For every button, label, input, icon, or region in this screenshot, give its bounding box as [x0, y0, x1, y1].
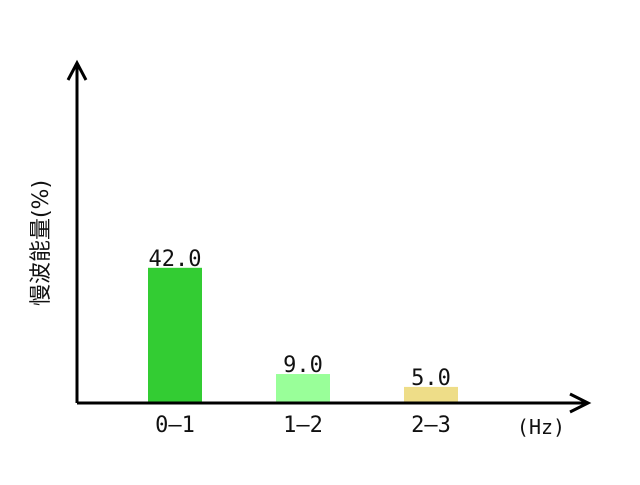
x-axis-arrowhead — [569, 392, 592, 414]
x-tick-label-1: 1–2 — [283, 413, 323, 438]
bar-1 — [276, 374, 330, 403]
y-axis-arrowhead — [66, 59, 88, 81]
x-tick-label-0: 0–1 — [155, 413, 195, 438]
bar-0 — [148, 267, 202, 403]
bar-value-label-2: 5.0 — [411, 366, 451, 391]
x-tick-label-2: 2–3 — [411, 413, 451, 438]
bar-value-label-1: 9.0 — [283, 353, 323, 378]
value-labels-layer: 42.0 9.0 5.0 — [149, 247, 451, 391]
bar-value-label-0: 42.0 — [149, 247, 202, 272]
bar-2 — [404, 386, 458, 403]
x-tick-labels-layer: 0–1 1–2 2–3 — [155, 413, 451, 438]
bars-layer — [148, 267, 458, 403]
x-axis-unit-label: (Hz) — [517, 415, 565, 439]
y-axis-label: 慢波能量(%) — [29, 180, 54, 306]
